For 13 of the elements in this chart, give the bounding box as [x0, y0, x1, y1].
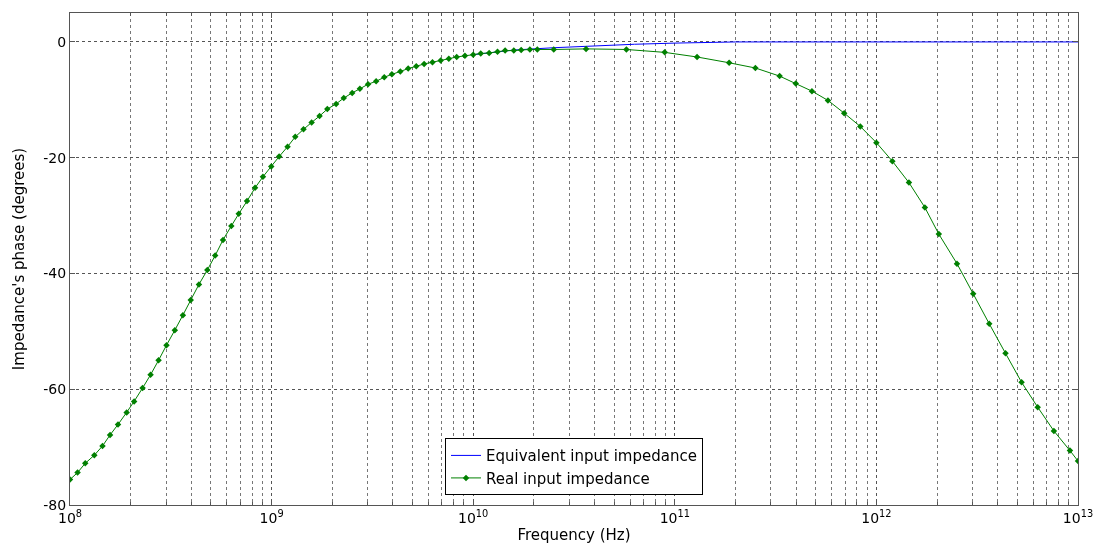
- y-tick-label: -40: [43, 265, 67, 282]
- x-tick-label: 10$^{12}$: [861, 507, 892, 526]
- x-tick-label: 10$^{9}$: [259, 507, 284, 526]
- x-tick-label: 10$^{10}$: [458, 507, 489, 526]
- y-axis-title: Impedance's phase (degrees): [9, 147, 28, 371]
- y-tick-label: -60: [43, 381, 67, 398]
- y-tick-label: 0: [57, 33, 67, 50]
- x-tick-label: 10$^{13}$: [1062, 507, 1094, 526]
- x-tick-label: 10$^{11}$: [659, 507, 690, 526]
- x-axis-title: Frequency (Hz): [517, 525, 631, 544]
- legend-label: Real input impedance: [486, 469, 650, 488]
- legend-label: Equivalent input impedance: [486, 447, 697, 466]
- y-tick-label: -20: [43, 149, 67, 166]
